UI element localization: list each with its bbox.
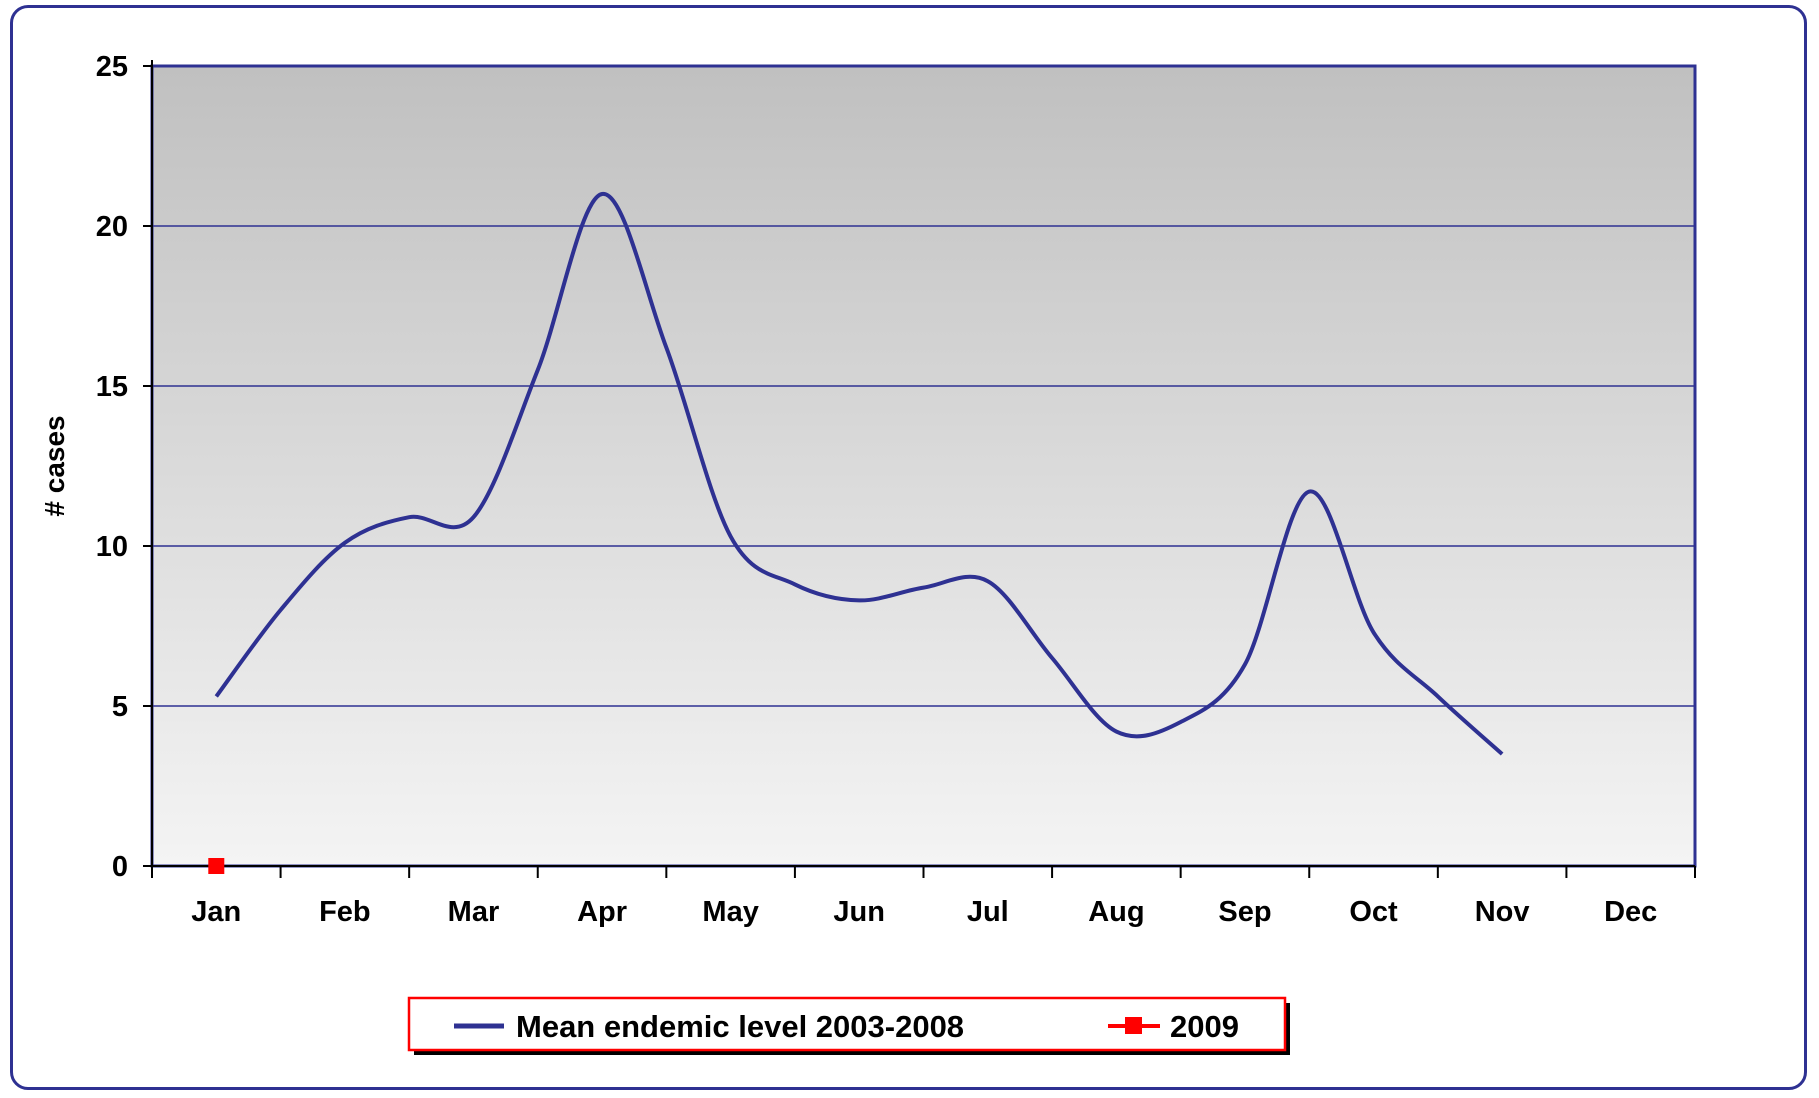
legend-label-mean: Mean endemic level 2003-2008 [516,1009,964,1044]
y-tick-label-20: 20 [96,211,128,243]
x-tick-label-aug: Aug [1088,896,1144,928]
axes: 0 5 10 15 20 25 Jan Feb Mar Apr May Jun Jul Aug Sep Oct… [96,51,1696,928]
y-tick-label-15: 15 [96,371,128,403]
x-tick-label-oct: Oct [1349,896,1398,928]
y-tick-label-10: 10 [96,531,128,563]
y-axis-label: # cases [39,415,70,516]
data-point-2009-0 [208,858,225,874]
legend-label-2009: 2009 [1170,1009,1239,1044]
x-tick-label-apr: Apr [577,896,627,928]
x-tick-label-may: May [702,896,758,928]
legend: Mean endemic level 2003-2008 2009 [407,996,1290,1055]
plot-area [150,64,1697,868]
x-tick-label-mar: Mar [448,896,500,928]
y-tick-label-5: 5 [112,691,128,723]
x-tick-label-jan: Jan [191,896,241,928]
y-tick-label-25: 25 [96,51,128,83]
series-layer [208,192,1504,874]
legend-marker-2009 [1125,1017,1142,1034]
x-tick-label-jul: Jul [967,896,1009,928]
y-tick-label-0: 0 [112,851,128,883]
x-tick-label-dec: Dec [1604,896,1657,928]
x-tick-label-feb: Feb [319,896,371,928]
x-tick-label-jun: Jun [833,896,885,928]
x-tick-label-nov: Nov [1475,896,1530,928]
gridlines [152,225,1695,707]
x-tick-label-sep: Sep [1218,896,1271,928]
series-line-mean [214,192,1504,756]
